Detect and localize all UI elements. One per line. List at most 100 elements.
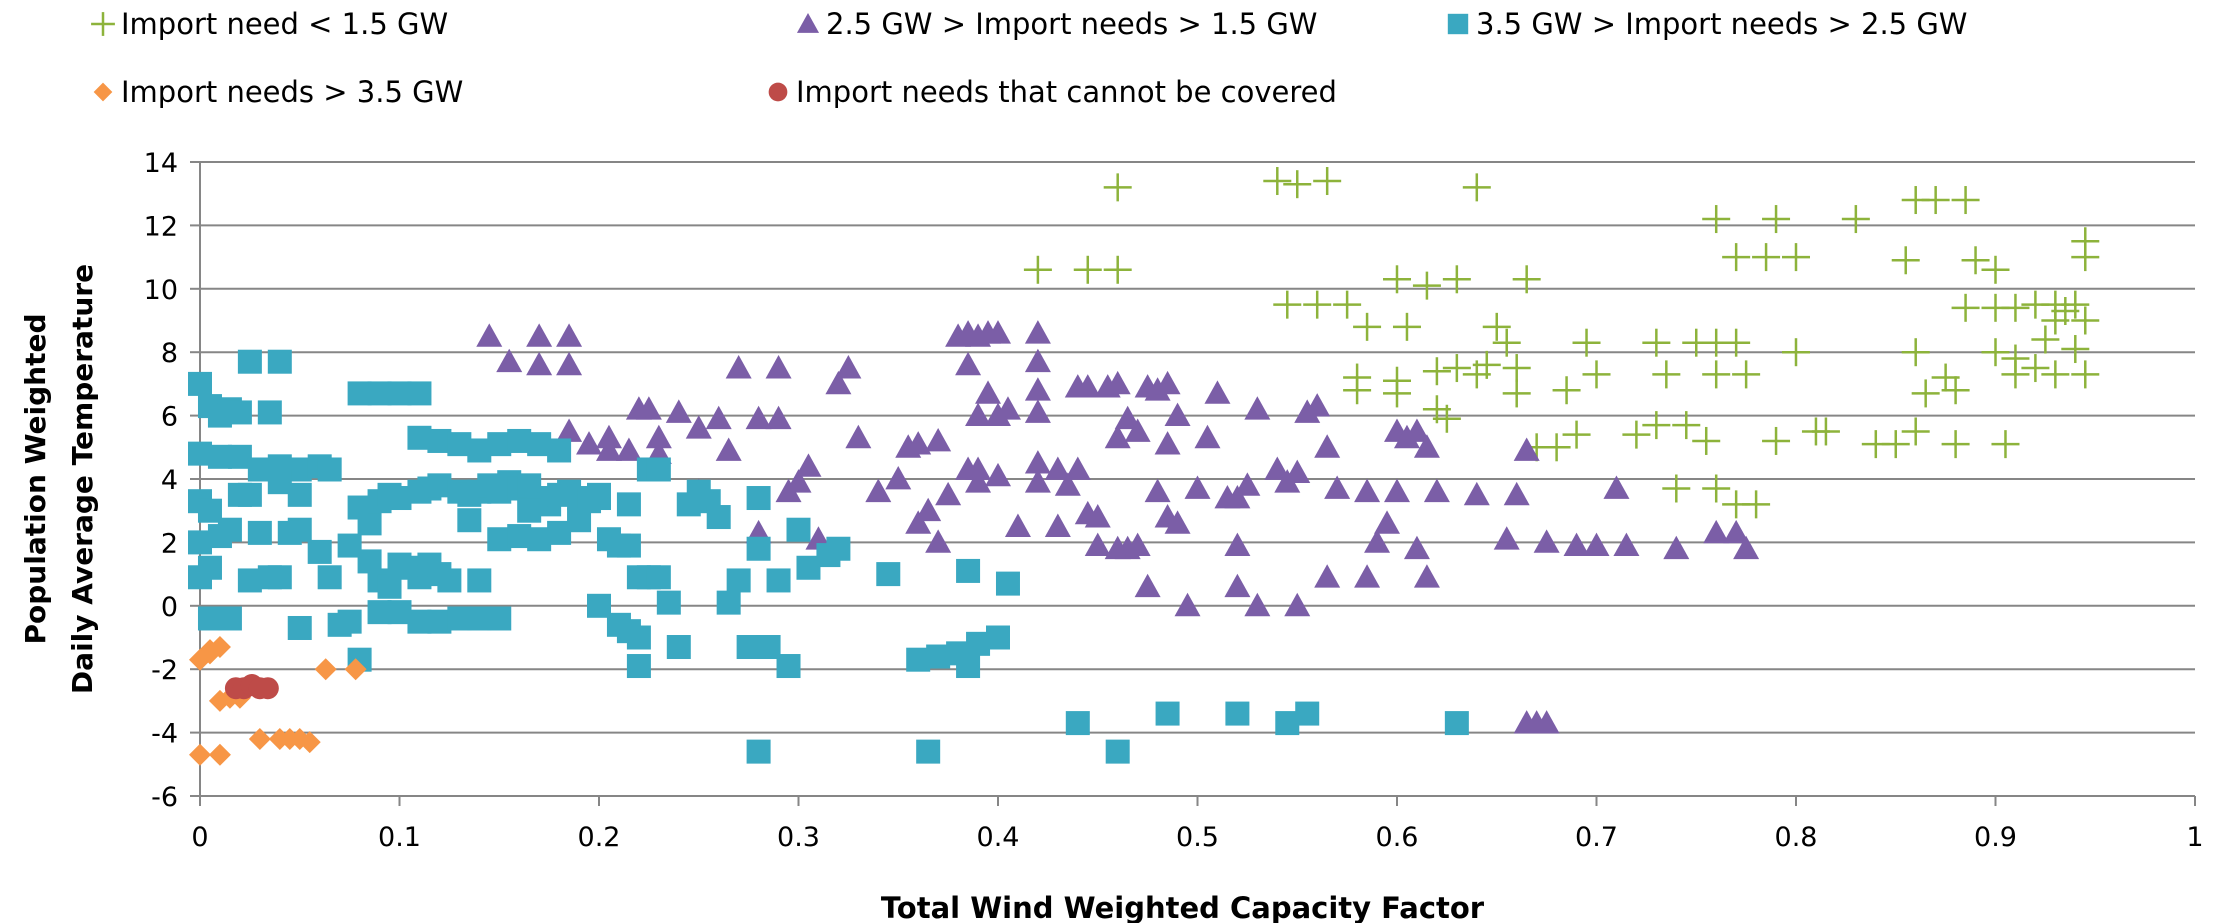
data-point-square [646, 457, 671, 482]
data-point-triangle [1304, 393, 1331, 417]
data-point-square [1155, 701, 1180, 726]
data-point-square [766, 568, 791, 593]
data-point-plus [1782, 338, 1810, 367]
data-point-plus [1951, 293, 1980, 322]
data-point-triangle [526, 323, 553, 347]
data-point-square [317, 565, 342, 590]
y-tick-label: -4 [151, 719, 178, 750]
series-4 [224, 674, 279, 700]
data-point-plus [1462, 173, 1491, 202]
data-point-triangle [785, 469, 812, 493]
data-point-triangle [1174, 592, 1201, 617]
data-point-triangle [985, 462, 1011, 487]
data-point-triangle [595, 437, 622, 461]
data-point-triangle [1024, 399, 1051, 423]
data-point-triangle [1074, 374, 1101, 398]
data-point-square [1105, 739, 1130, 764]
data-point-triangle [745, 405, 772, 430]
legend-item-0: Import need < 1.5 GW [91, 7, 448, 41]
data-point-plus [1642, 328, 1671, 357]
data-point-triangle [1154, 431, 1181, 455]
data-point-square [267, 565, 292, 590]
data-point-plus [1981, 255, 2010, 284]
data-point-triangle [556, 351, 583, 376]
data-point-triangle [1583, 532, 1610, 556]
data-point-triangle [635, 396, 662, 420]
data-point-plus [1492, 328, 1521, 357]
legend-label: Import need < 1.5 GW [121, 7, 448, 41]
data-point-triangle [1154, 370, 1181, 395]
data-point-triangle [1024, 377, 1051, 401]
data-point-square [616, 533, 641, 558]
data-point-square [876, 562, 901, 587]
data-point-triangle [1703, 519, 1730, 544]
data-point-triangle [1403, 535, 1430, 560]
y-tick-label: 12 [144, 211, 178, 242]
data-point-plus [1442, 265, 1471, 294]
data-point-square [307, 539, 332, 564]
data-point-triangle [1224, 532, 1251, 556]
data-point-plus [1333, 290, 1362, 319]
data-point-triangle [1493, 526, 1520, 550]
data-point-triangle [1104, 370, 1131, 395]
data-point-triangle [885, 466, 912, 490]
data-point-triangle [935, 481, 962, 506]
data-point-triangle [1204, 380, 1231, 404]
data-point-square [986, 625, 1010, 650]
data-point-square [257, 400, 282, 425]
x-tick-label: 0.4 [977, 822, 1020, 853]
data-point-triangle [965, 402, 992, 426]
data-point-plus [1103, 173, 1132, 202]
data-point-triangle [1364, 529, 1391, 553]
y-tick-label: 6 [161, 402, 178, 433]
series-1 [476, 320, 1760, 734]
data-point-triangle [1184, 475, 1211, 499]
data-point-triangle [1104, 424, 1131, 449]
data-point-plus [2071, 360, 2100, 389]
data-point-square [467, 568, 492, 593]
data-point-square [666, 635, 691, 660]
data-point-plus [1412, 271, 1441, 300]
data-point-triangle [865, 478, 892, 503]
legend-marker-triangle [796, 12, 820, 33]
data-point-diamond [314, 658, 337, 681]
legend-marker-diamond [93, 82, 113, 102]
data-point-plus [1343, 376, 1372, 405]
data-point-square [656, 590, 681, 615]
data-point-square [786, 517, 811, 542]
data-point-triangle [1354, 478, 1381, 503]
x-tick-label: 0.2 [578, 822, 621, 853]
data-point-square [287, 482, 312, 507]
data-point-triangle [1314, 564, 1341, 588]
data-point-triangle [845, 424, 872, 449]
data-point-square [776, 654, 801, 679]
data-point-triangle [615, 437, 642, 461]
data-point-plus [1542, 433, 1571, 462]
data-point-triangle [905, 431, 932, 455]
data-point-plus [1891, 246, 1920, 275]
x-tick-label: 0.3 [777, 822, 820, 853]
data-point-diamond [208, 743, 231, 766]
data-point-plus [1273, 290, 1302, 319]
data-point-triangle [685, 415, 712, 439]
y-tick-label: 10 [144, 275, 178, 306]
data-point-square [826, 536, 851, 561]
data-point-triangle [1084, 504, 1111, 528]
data-point-triangle [1064, 456, 1091, 480]
data-point-triangle [725, 355, 752, 379]
data-point-square [267, 349, 292, 374]
data-point-plus [2001, 344, 2030, 373]
data-point-triangle [1413, 434, 1440, 458]
data-point-circle [256, 677, 279, 700]
data-point-triangle [1284, 459, 1311, 484]
data-point-plus [1722, 243, 1751, 272]
axes [190, 161, 2196, 806]
data-point-square [1295, 701, 1320, 726]
x-tick-label: 0.1 [378, 822, 421, 853]
data-point-square [746, 486, 771, 511]
data-point-square [587, 482, 611, 507]
x-tick-label: 0.7 [1575, 822, 1618, 853]
data-point-triangle [1314, 434, 1341, 458]
data-point-triangle [975, 380, 1002, 404]
data-point-square [517, 498, 542, 523]
